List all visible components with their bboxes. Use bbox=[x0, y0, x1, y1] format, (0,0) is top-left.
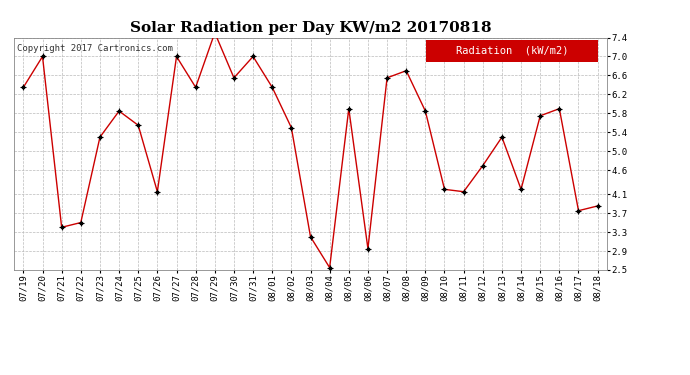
Title: Solar Radiation per Day KW/m2 20170818: Solar Radiation per Day KW/m2 20170818 bbox=[130, 21, 491, 35]
Text: Copyright 2017 Cartronics.com: Copyright 2017 Cartronics.com bbox=[17, 45, 172, 54]
